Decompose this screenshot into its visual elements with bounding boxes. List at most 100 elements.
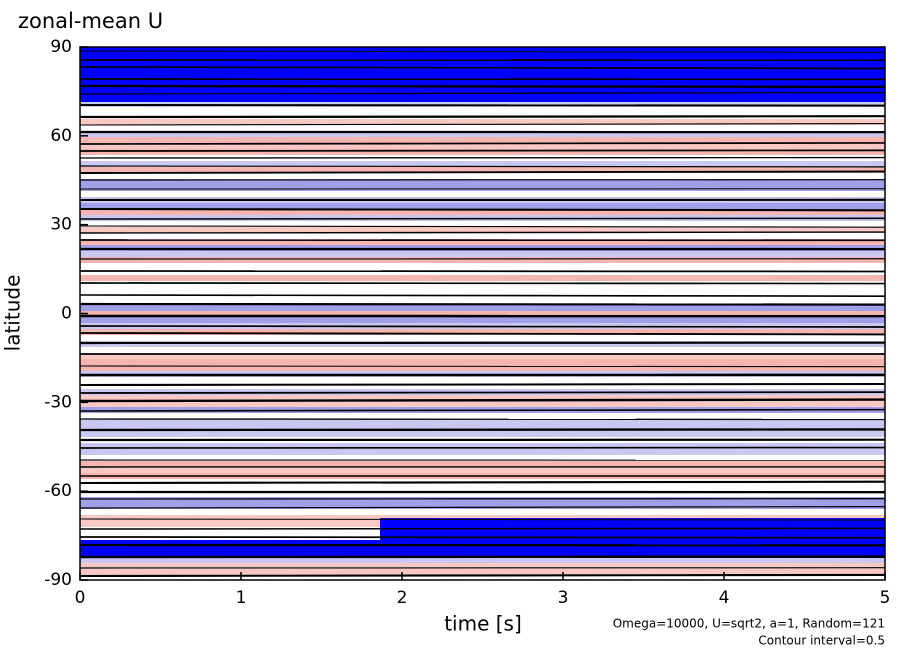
contour-line [79,142,886,145]
band [80,395,885,401]
contour-line [79,225,886,228]
band [80,419,885,425]
contour-line [79,325,886,328]
y-tick-label: 30 [50,215,72,235]
contour-line [79,518,886,521]
x-tick-label: 3 [558,588,569,608]
annotation: Omega=10000, U=sqrt2, a=1, Random=121 [613,617,885,631]
band [80,449,885,455]
x-tick-label: 1 [236,588,247,608]
band [80,143,885,149]
band [80,575,885,581]
contour-line [79,149,886,152]
y-tick-label: -90 [44,570,72,590]
contour-line [79,398,886,403]
band [80,491,885,497]
y-tick-label: 0 [61,304,72,324]
contour-line [79,382,886,387]
band [80,383,885,389]
band [80,203,885,209]
band [80,287,885,293]
y-axis-label: latitude [1,275,25,352]
band [80,467,885,473]
band [80,569,885,575]
band [80,455,885,461]
band [80,299,885,305]
contour-line [79,573,886,578]
band [80,227,885,233]
chart-title: zonal-mean U [18,9,163,33]
band [80,239,885,245]
annotation: Contour interval=0.5 [758,634,885,648]
contour-line [79,480,886,485]
band [80,317,885,323]
contour-line [79,170,886,174]
contour-line [79,428,886,432]
band [80,503,885,509]
band [80,359,885,365]
contour-line [79,302,886,306]
band [80,497,885,503]
band [80,347,885,353]
y-tick-label: 90 [50,37,72,57]
band [80,137,885,143]
band [80,443,885,449]
band [80,119,885,125]
band [80,377,885,383]
band [80,125,885,131]
band [80,413,885,419]
band [80,311,885,317]
contour-line [79,527,886,530]
band [80,341,885,347]
band [80,263,885,269]
band [80,131,885,137]
contour-line [79,91,886,95]
band [80,185,885,191]
y-tick-label: -30 [44,392,72,412]
contour-line [79,165,886,168]
band [80,167,885,173]
band [80,101,885,107]
x-tick-label: 2 [397,588,408,608]
contour-line [79,104,886,107]
contour-line [79,365,886,368]
contour-line [79,282,886,285]
x-tick-label: 4 [719,588,730,608]
band [80,161,885,167]
band [80,557,885,563]
band [80,540,380,558]
contour-line [79,536,886,539]
contour-line [79,207,886,212]
band [80,221,885,227]
contour-line [79,391,886,394]
band [80,305,885,311]
band [80,257,885,263]
band [80,563,885,569]
band [80,149,885,155]
y-tick-label: 60 [50,126,72,146]
contour-line [79,231,886,234]
contour-line [79,66,886,70]
contour-line [79,84,886,89]
band [80,209,885,215]
band [80,329,885,335]
band [80,251,885,257]
contour-line [79,217,886,220]
contour-line [79,332,886,336]
contour-line [79,50,886,53]
contour-line [79,408,886,412]
band [80,173,885,179]
contour-line [79,123,886,126]
y-tick-label: -60 [44,481,72,501]
x-axis-label: time [s] [444,612,522,636]
band [80,179,885,185]
band [80,431,885,437]
contour-line [79,506,886,509]
band [80,461,885,467]
band [80,275,885,281]
band [80,107,885,113]
band [80,509,885,515]
band [80,485,885,491]
band [80,233,885,239]
